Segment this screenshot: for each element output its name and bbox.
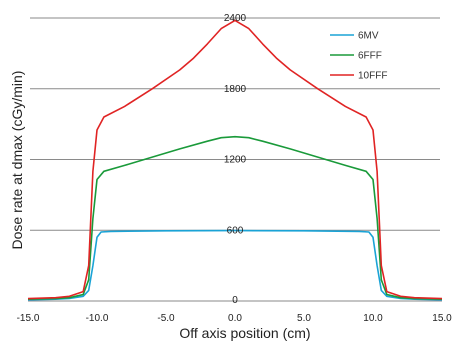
x-tick-label: -5.0 [157,313,175,324]
x-tick-label: 15.0 [432,313,452,324]
y-tick-label: 600 [227,225,244,236]
x-tick-label: 10.0 [363,313,383,324]
series-line-6mv [27,229,443,301]
y-axis-title: Dose rate at dmax (cGy/min) [9,71,25,250]
legend-label: 10FFF [358,71,387,82]
x-tick-label: -10.0 [86,313,109,324]
x-tick-label: 0.0 [228,313,242,324]
x-tick-labels: -15.0 -10.0 -5.0 0.0 5.0 10.0 15.0 [17,313,453,324]
legend: 6MV 6FFF 10FFF [330,31,387,82]
x-axis-title: Off axis position (cm) [179,325,310,341]
y-tick-labels: 0 600 1200 1800 2400 [224,13,247,306]
y-tick-label: 2400 [224,13,247,24]
series-group [27,19,443,301]
x-tick-label: 5.0 [297,313,311,324]
x-tick-label: -15.0 [17,313,40,324]
y-tick-label: 1200 [224,155,247,166]
series-line-10fff [27,19,443,300]
legend-label: 6FFF [358,51,382,62]
y-tick-label: 1800 [224,84,247,95]
y-tick-label: 0 [232,295,238,306]
series-line-6fff [27,135,443,300]
legend-label: 6MV [358,31,379,42]
